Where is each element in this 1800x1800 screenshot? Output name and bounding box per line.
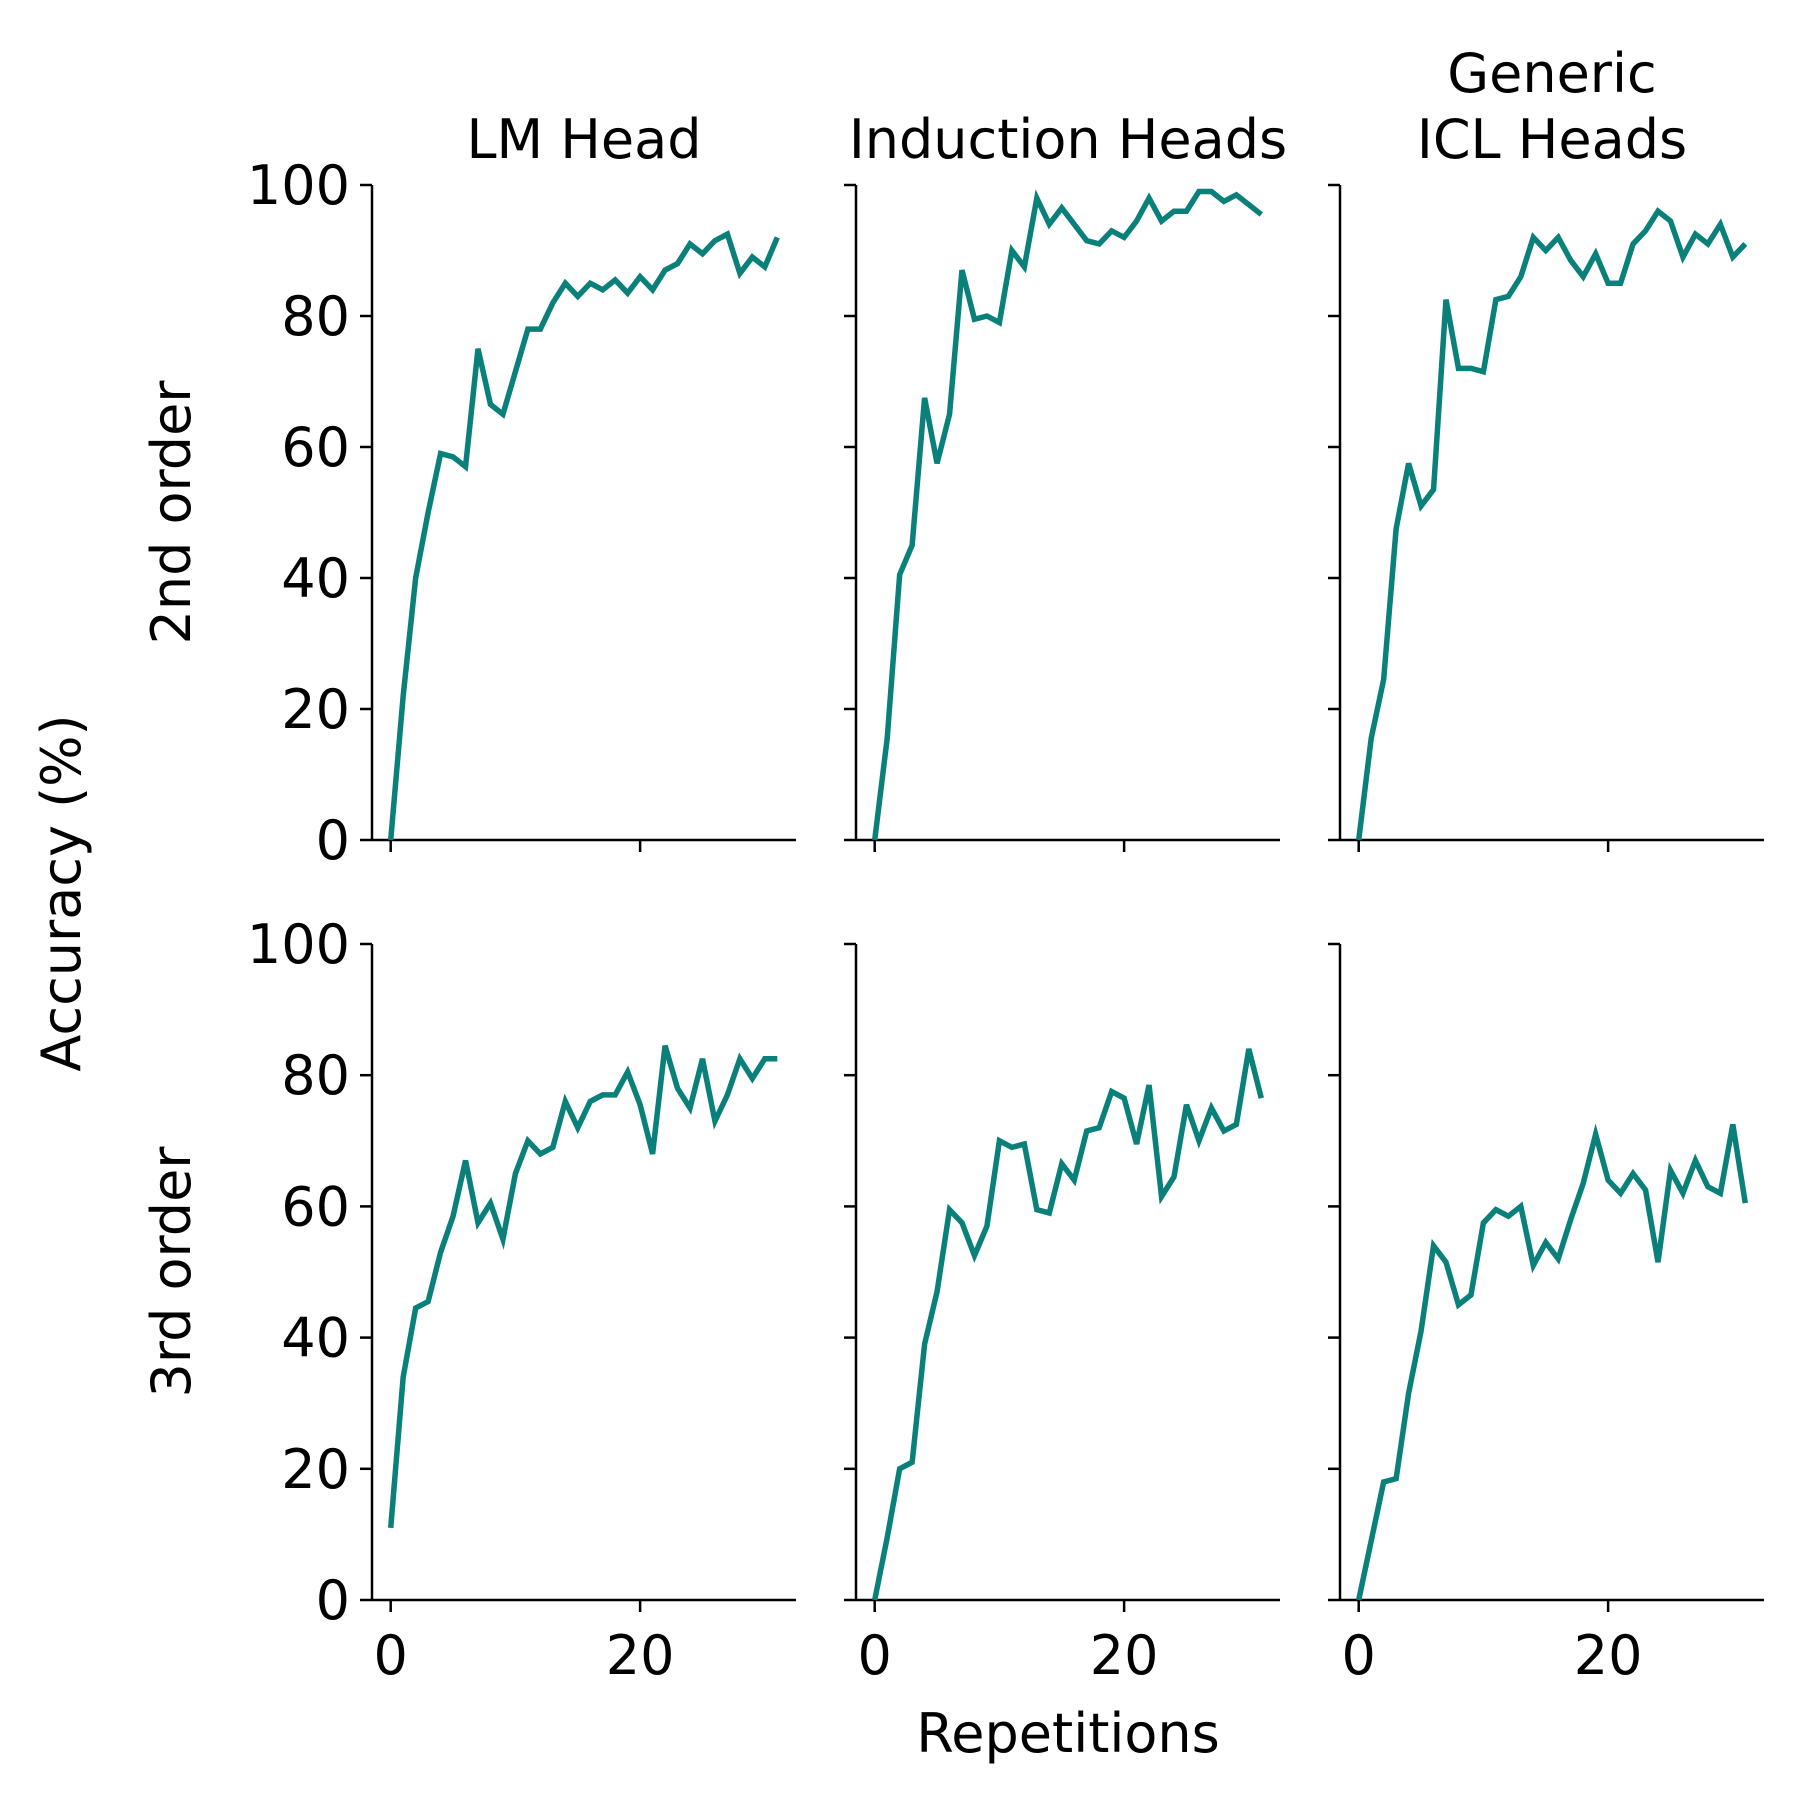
column-title-lm-head: LM Head [466, 108, 701, 171]
y-tick-label: 100 [247, 913, 350, 976]
x-tick-label: 0 [1342, 1624, 1376, 1687]
y-tick-label: 0 [316, 1569, 350, 1632]
series-line-2nd-order-induction-heads [871, 188, 1263, 841]
column-title-line: Induction Heads [849, 108, 1287, 171]
panel-2nd-order-generic-icl-heads [1328, 183, 1764, 852]
panel-3rd-order-generic-icl-heads: 0 20 [1328, 942, 1764, 1687]
column-title-generic-icl-heads: Generic ICL Heads [1417, 42, 1687, 171]
series-line-3rd-order-generic-icl-heads [1356, 1123, 1749, 1601]
row-label-3rd-order: 3rd order [140, 1146, 203, 1398]
row-label-2nd-order: 2nd order [140, 380, 203, 645]
y-tick-label: 100 [247, 154, 350, 217]
series-line-3rd-order-lm-head [387, 1044, 778, 1529]
series-line-3rd-order-induction-heads [872, 1048, 1264, 1601]
panel-2nd-order-lm-head: 0 20 40 60 80 100 [247, 154, 796, 872]
panel-3rd-order-induction-heads: 0 20 [844, 942, 1280, 1687]
y-tick-label: 20 [281, 1438, 350, 1501]
y-tick-label: 80 [281, 1044, 350, 1107]
panel-2nd-order-induction-heads [844, 183, 1280, 852]
series-line-2nd-order-generic-icl-heads [1355, 207, 1748, 841]
series-line-2nd-order-lm-head [387, 230, 780, 841]
y-tick-label: 40 [281, 547, 350, 610]
x-tick-label: 20 [1574, 1624, 1643, 1687]
column-title-induction-heads: Induction Heads [849, 108, 1287, 171]
x-tick-label: 20 [606, 1624, 675, 1687]
panel-3rd-order-lm-head: 0 20 40 60 80 100 0 20 [247, 913, 796, 1687]
x-tick-label: 0 [374, 1624, 408, 1687]
y-tick-label: 80 [281, 285, 350, 348]
x-axis-title: Repetitions [916, 1702, 1220, 1765]
column-title-line: ICL Heads [1417, 108, 1687, 171]
y-tick-label: 0 [316, 809, 350, 872]
y-tick-label: 20 [281, 678, 350, 741]
y-tick-label: 40 [281, 1307, 350, 1370]
x-tick-label: 0 [858, 1624, 892, 1687]
y-axis-title: Accuracy (%) [30, 714, 93, 1071]
column-title-line: LM Head [466, 108, 701, 171]
y-tick-label: 60 [281, 1175, 350, 1238]
column-title-line: Generic [1447, 42, 1656, 105]
x-tick-label: 20 [1090, 1624, 1159, 1687]
y-tick-label: 60 [281, 416, 350, 479]
